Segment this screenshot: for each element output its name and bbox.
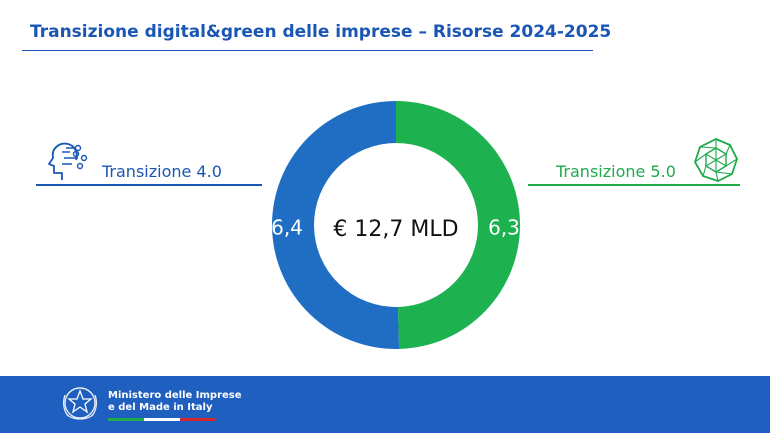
italian-flag-bar (108, 418, 216, 421)
green-polyhedron-icon (694, 138, 738, 182)
flag-stripe-red (180, 418, 216, 421)
donut-chart: 6,4 6,3 € 12,7 MLD (271, 101, 521, 349)
donut-slice-transizione-5 (396, 101, 521, 349)
ministry-name: Ministero delle Imprese e del Made in It… (108, 390, 242, 414)
flag-stripe-white (144, 418, 180, 421)
legend-rule-right (528, 184, 740, 186)
title-underline (22, 50, 593, 51)
ai-head-icon (48, 142, 88, 180)
ministry-line-1: Ministero delle Imprese (108, 390, 242, 401)
legend-rule-left (36, 184, 262, 186)
footer-bar (0, 376, 770, 433)
flag-stripe-green (108, 418, 144, 421)
italian-republic-emblem (62, 387, 98, 420)
donut-slice-transizione-4 (272, 101, 400, 349)
donut-center-total: € 12,7 MLD (333, 217, 458, 242)
legend-label-transizione-4: Transizione 4.0 (102, 162, 222, 181)
ministry-line-2: e del Made in Italy (108, 402, 213, 413)
slice-label-transizione-4: 6,4 (271, 216, 303, 240)
page-title: Transizione digital&green delle imprese … (30, 22, 612, 42)
legend-label-transizione-5: Transizione 5.0 (556, 162, 676, 181)
slice-label-transizione-5: 6,3 (488, 216, 520, 240)
